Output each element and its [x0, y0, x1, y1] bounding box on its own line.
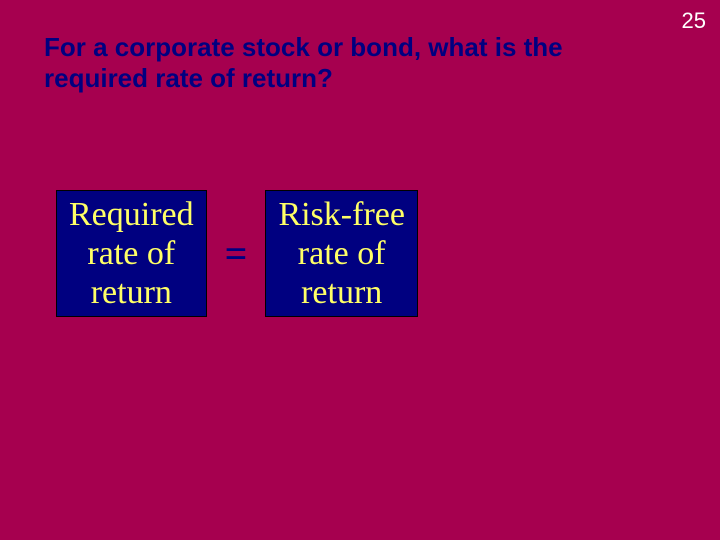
term-risk-free-rate: Risk-free rate of return: [265, 190, 418, 317]
page-number: 25: [682, 8, 706, 34]
term-line: rate of: [69, 234, 194, 273]
term-line: Required: [69, 195, 194, 234]
term-line: return: [69, 273, 194, 312]
term-line: rate of: [278, 234, 405, 273]
slide-title: For a corporate stock or bond, what is t…: [44, 32, 660, 94]
term-line: Risk-free: [278, 195, 405, 234]
equation-row: Required rate of return = Risk-free rate…: [56, 190, 418, 317]
term-line: return: [278, 273, 405, 312]
term-required-rate: Required rate of return: [56, 190, 207, 317]
slide: 25 For a corporate stock or bond, what i…: [0, 0, 720, 540]
equals-operator: =: [225, 230, 248, 277]
